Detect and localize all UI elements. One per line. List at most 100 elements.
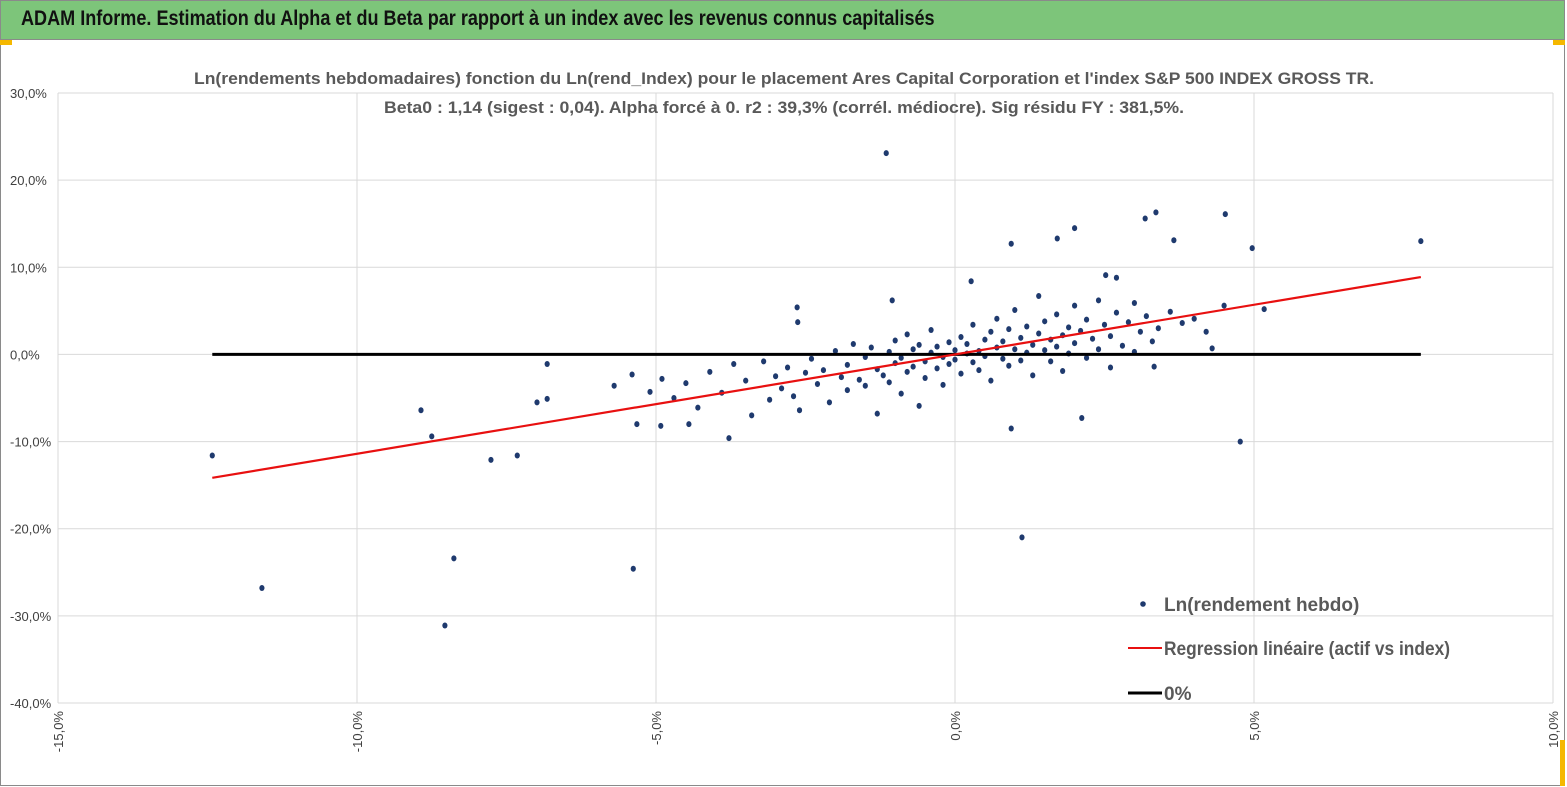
y-tick-label: -30,0% [10, 609, 52, 624]
data-point [814, 381, 821, 388]
data-point [970, 359, 976, 366]
data-point [209, 452, 215, 459]
data-point [1054, 235, 1060, 242]
data-point [916, 341, 922, 348]
data-point [731, 361, 737, 368]
data-point [889, 297, 895, 304]
data-point [1018, 334, 1024, 341]
data-point [910, 363, 916, 370]
data-point [442, 622, 448, 629]
x-tick-label: 5,0% [1247, 711, 1262, 741]
data-point [898, 354, 904, 361]
data-point [1008, 240, 1014, 247]
data-point [1079, 415, 1085, 422]
data-point [658, 422, 664, 429]
data-point [647, 388, 653, 395]
data-point [880, 372, 886, 379]
data-point [1036, 330, 1042, 337]
data-point [1171, 237, 1177, 244]
data-point [1153, 209, 1159, 216]
data-point [1418, 238, 1424, 245]
data-point [1249, 245, 1255, 252]
data-point [928, 327, 934, 334]
data-point [802, 369, 809, 376]
data-point [868, 344, 874, 351]
data-point [1119, 342, 1126, 349]
data-point [862, 382, 868, 389]
data-point [1000, 355, 1006, 362]
data-point [910, 346, 916, 353]
data-point [1030, 372, 1036, 379]
data-point [904, 331, 910, 338]
chart-frame [0, 40, 1565, 786]
data-point [1209, 345, 1215, 352]
data-point [1107, 364, 1114, 371]
data-point [1107, 333, 1114, 340]
data-point [844, 387, 850, 394]
selection-handle[interactable] [0, 40, 12, 45]
data-point [1019, 534, 1025, 541]
data-point [796, 407, 803, 414]
data-point [686, 421, 692, 428]
data-point [874, 410, 880, 417]
legend-label-zero: 0% [1164, 684, 1192, 705]
legend-label-points: Ln(rendement hebdo) [1164, 595, 1359, 616]
y-tick-label: -40,0% [10, 696, 52, 711]
data-point [883, 150, 889, 157]
data-point [856, 376, 862, 383]
selection-handle[interactable] [1553, 40, 1565, 45]
data-point [544, 361, 550, 368]
data-point [1089, 335, 1096, 342]
data-point [898, 390, 904, 397]
data-point [958, 334, 964, 340]
data-point [832, 347, 839, 354]
data-point [1149, 338, 1155, 345]
data-point [1066, 324, 1072, 331]
selection-handle[interactable] [1560, 740, 1565, 786]
x-tick-label: -10,0% [350, 711, 365, 753]
data-point [726, 435, 732, 442]
chart-title: Ln(rendements hebdomadaires) fonction du… [194, 69, 1374, 88]
data-point [1095, 346, 1102, 353]
data-point [1030, 341, 1036, 348]
data-point [1042, 318, 1048, 325]
data-point [1036, 293, 1042, 300]
data-point [922, 374, 928, 381]
data-point [514, 452, 520, 459]
data-point [844, 361, 850, 368]
y-tick-label: 0,0% [10, 347, 40, 362]
y-tick-label: -20,0% [10, 522, 52, 537]
data-point [1008, 425, 1014, 432]
data-point [695, 404, 701, 411]
data-point [934, 343, 940, 350]
data-point [1006, 362, 1012, 369]
data-point [1083, 354, 1090, 361]
data-point [1143, 313, 1149, 320]
x-tick-label: -15,0% [51, 711, 66, 753]
data-point [952, 356, 958, 363]
data-point [778, 385, 785, 392]
data-point [976, 367, 982, 374]
data-point [634, 421, 640, 428]
data-point [982, 336, 988, 343]
data-point [1072, 340, 1078, 347]
data-point [795, 319, 801, 326]
data-point [418, 407, 424, 414]
data-point [784, 364, 791, 371]
data-point [1054, 311, 1060, 318]
data-point [488, 456, 494, 463]
data-point [707, 368, 713, 375]
data-point [988, 377, 994, 384]
data-point [1137, 328, 1143, 335]
data-point [964, 340, 970, 347]
data-point [1113, 274, 1120, 281]
data-point [1101, 321, 1108, 328]
regression-line [212, 275, 1422, 479]
data-point [1095, 297, 1102, 304]
data-point [940, 381, 946, 388]
data-point [1221, 302, 1227, 309]
legend-marker-points [1140, 601, 1146, 607]
data-point [952, 347, 958, 354]
y-tick-label: 20,0% [10, 173, 47, 188]
